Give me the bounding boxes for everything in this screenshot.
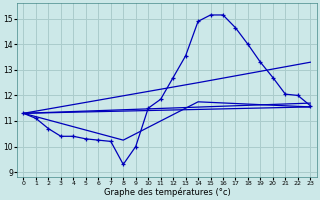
X-axis label: Graphe des températures (°c): Graphe des températures (°c) bbox=[104, 187, 230, 197]
